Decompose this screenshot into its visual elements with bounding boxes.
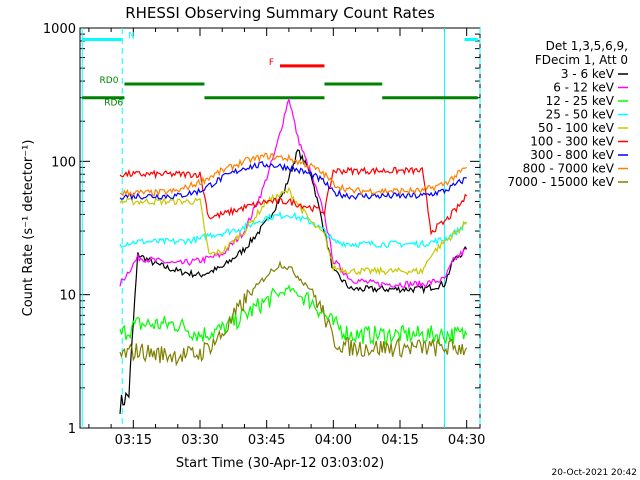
legend-entry-label: 6 - 12 keV: [553, 81, 615, 95]
x-tick-label: 04:00: [315, 433, 352, 448]
series-line: [119, 166, 468, 236]
series-line: [119, 97, 467, 290]
footer-timestamp: 20-Oct-2021 20:42: [552, 468, 637, 478]
legend-entry-label: 100 - 300 keV: [530, 135, 614, 149]
x-tick-label: 04:30: [448, 433, 485, 448]
state-label-rd0: RD0: [100, 76, 119, 86]
x-tick-label: 03:15: [115, 433, 152, 448]
legend-header-line: Det 1,3,5,6,9,: [546, 39, 628, 53]
y-tick-label: 1000: [43, 22, 76, 37]
legend-entry-label: 25 - 50 keV: [546, 108, 615, 122]
state-bars: N F RD0 RD6: [82, 31, 478, 109]
y-tick-label: 10: [59, 289, 76, 304]
series-line: [119, 260, 468, 367]
attenuator-lines: [81, 28, 481, 428]
legend-header-line: FDecim 1, Att 0: [535, 53, 628, 67]
legend-entry-label: 12 - 25 keV: [546, 94, 615, 108]
series-line: [119, 149, 468, 414]
series-line: [119, 284, 468, 346]
x-tick-label: 03:30: [181, 433, 218, 448]
x-axis-label: Start Time (30-Apr-12 03:03:02): [176, 456, 384, 471]
y-tick-label: 1: [68, 422, 76, 437]
chart-title: RHESSI Observing Summary Count Rates: [125, 4, 435, 22]
series-lines: [119, 97, 468, 414]
legend-entry-label: 50 - 100 keV: [538, 121, 615, 135]
y-tick-label: 100: [51, 155, 76, 170]
x-tick-label: 04:15: [381, 433, 418, 448]
x-axis: 03:15 03:30 03:45 04:00 04:15 04:30: [88, 28, 485, 448]
series-line: [119, 186, 468, 276]
state-label-n: N: [128, 31, 135, 41]
legend-entry-label: 3 - 6 keV: [561, 67, 615, 81]
legend-entry-label: 800 - 7000 keV: [523, 162, 615, 176]
state-label-rd6: RD6: [104, 99, 123, 109]
legend-entry-label: 300 - 800 keV: [530, 148, 614, 162]
state-label-f: F: [269, 58, 274, 68]
y-axis: 1 10 100 1000: [43, 22, 480, 437]
y-axis-label: Count Rate (s⁻¹ detector⁻¹): [21, 140, 36, 317]
series-line: [119, 152, 468, 197]
legend-entry-label: 7000 - 15000 keV: [507, 175, 614, 189]
series-line: [119, 211, 467, 249]
x-tick-label: 03:45: [248, 433, 285, 448]
legend: Det 1,3,5,6,9,FDecim 1, Att 03 - 6 keV6 …: [507, 39, 628, 189]
